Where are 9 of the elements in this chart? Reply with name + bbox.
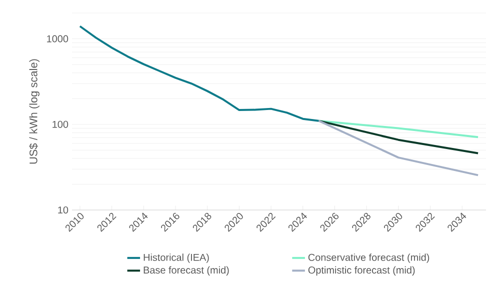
- y-tick-label: 10: [58, 206, 68, 214]
- legend-label: Base forecast (mid): [144, 266, 229, 276]
- y-tick-label: 100: [52, 120, 68, 128]
- y-tick-label: 1000: [47, 35, 68, 42]
- y-axis-title: US$ / kWh (log scale): [29, 59, 40, 164]
- line-series: [78, 25, 320, 122]
- legend-label: Historical (IEA): [144, 254, 209, 263]
- legend-label: Conservative forecast (mid): [308, 254, 430, 263]
- legend-label: Optimistic forecast (mid): [308, 266, 415, 276]
